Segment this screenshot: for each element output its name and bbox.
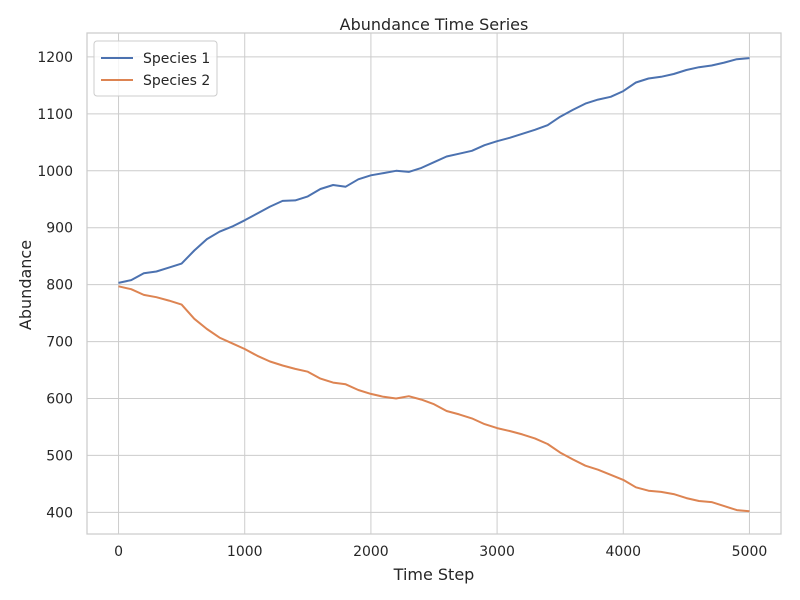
y-tick-label: 1100 bbox=[37, 107, 73, 123]
y-tick-label: 900 bbox=[46, 221, 73, 237]
series-line-species-2 bbox=[118, 285, 750, 513]
legend-box bbox=[93, 40, 218, 97]
y-tick-labels: 400 500 600 700 800 900 1000 1100 1200 bbox=[37, 50, 73, 521]
y-tick-label: 1000 bbox=[37, 164, 73, 180]
x-tick-labels: 0 1000 2000 3000 4000 5000 bbox=[114, 544, 767, 560]
x-tick-label: 4000 bbox=[605, 544, 641, 560]
y-tick-label: 700 bbox=[46, 335, 73, 351]
y-tick-label: 400 bbox=[46, 505, 73, 521]
chart-title: Abundance Time Series bbox=[340, 15, 529, 34]
x-axis-label: Time Step bbox=[393, 565, 475, 584]
y-tick-label: 600 bbox=[46, 392, 73, 408]
y-tick-label: 1200 bbox=[37, 50, 73, 66]
series-line-species-1 bbox=[118, 57, 750, 284]
x-tick-label: 5000 bbox=[732, 544, 768, 560]
legend-label-species-1: Species 1 bbox=[143, 51, 210, 67]
x-tick-label: 2000 bbox=[353, 544, 389, 560]
grid bbox=[87, 33, 781, 534]
x-tick-label: 1000 bbox=[227, 544, 263, 560]
plot-frame bbox=[86, 32, 782, 535]
series-layer bbox=[118, 57, 750, 513]
legend: Species 1 Species 2 bbox=[93, 40, 218, 97]
plot-area bbox=[87, 33, 781, 534]
y-axis-label: Abundance bbox=[16, 240, 35, 330]
legend-label-species-2: Species 2 bbox=[143, 73, 210, 89]
y-tick-label: 500 bbox=[46, 448, 73, 464]
y-tick-label: 800 bbox=[46, 278, 73, 294]
x-tick-label: 0 bbox=[114, 544, 123, 560]
x-tick-label: 3000 bbox=[479, 544, 515, 560]
